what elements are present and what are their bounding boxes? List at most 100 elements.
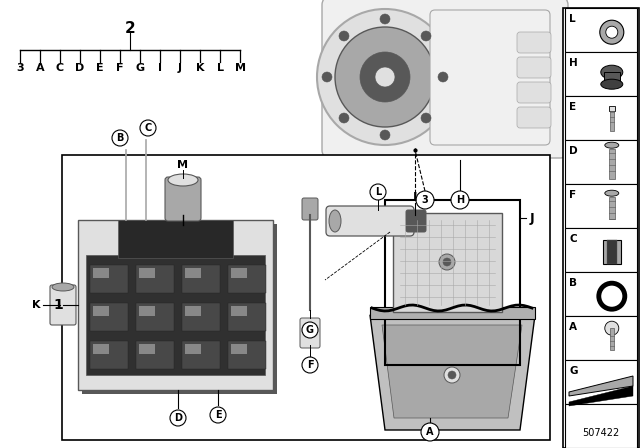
Text: 3: 3 [422, 195, 428, 205]
Bar [565, 316, 637, 360]
Circle shape [210, 407, 226, 423]
Polygon shape [569, 376, 633, 396]
Text: 1: 1 [53, 298, 63, 312]
Bar [231, 268, 247, 278]
Text: 507422: 507422 [582, 428, 620, 438]
Bar [565, 96, 637, 140]
Circle shape [302, 357, 318, 373]
Text: C: C [569, 234, 577, 244]
Text: E: E [569, 102, 576, 112]
Bar [610, 111, 614, 131]
Bar [565, 228, 637, 272]
Circle shape [444, 367, 460, 383]
Bar [86, 255, 265, 375]
Bar [565, 360, 637, 404]
Polygon shape [569, 386, 633, 406]
Circle shape [380, 130, 390, 140]
Text: F: F [116, 63, 124, 73]
Text: A: A [36, 63, 44, 73]
Ellipse shape [605, 142, 619, 148]
Text: F: F [307, 360, 314, 370]
Bar [90, 265, 128, 293]
Circle shape [335, 27, 435, 127]
Text: E: E [96, 63, 104, 73]
Circle shape [302, 322, 318, 338]
Text: L: L [375, 187, 381, 197]
Ellipse shape [605, 190, 619, 196]
Circle shape [322, 72, 332, 82]
Bar [62, 155, 550, 440]
Bar [93, 268, 109, 278]
Bar [139, 268, 155, 278]
Text: M: M [234, 63, 246, 73]
Text: B: B [116, 133, 124, 143]
Ellipse shape [168, 174, 198, 186]
Text: C: C [56, 63, 64, 73]
Text: I: I [413, 190, 417, 203]
Text: 2: 2 [125, 21, 136, 35]
Circle shape [360, 52, 410, 102]
FancyBboxPatch shape [302, 198, 318, 220]
Text: A: A [426, 427, 434, 437]
Bar [185, 268, 201, 278]
Bar [185, 306, 201, 316]
Text: I: I [158, 63, 162, 73]
Circle shape [421, 423, 439, 441]
Bar [228, 303, 266, 331]
Circle shape [416, 191, 434, 209]
Circle shape [140, 120, 156, 136]
Text: G: G [306, 325, 314, 335]
FancyBboxPatch shape [300, 318, 320, 348]
Bar [185, 344, 201, 354]
Bar [565, 184, 637, 228]
Ellipse shape [601, 79, 623, 89]
Circle shape [380, 14, 390, 24]
Ellipse shape [329, 210, 341, 232]
Text: 3: 3 [16, 63, 24, 73]
Bar [136, 341, 174, 369]
Circle shape [438, 72, 448, 82]
Text: C: C [145, 123, 152, 133]
Text: H: H [456, 195, 464, 205]
FancyBboxPatch shape [517, 107, 551, 128]
Bar [182, 341, 220, 369]
Circle shape [448, 371, 456, 379]
Bar [231, 344, 247, 354]
Text: D: D [76, 63, 84, 73]
Text: G: G [136, 63, 145, 73]
Bar [136, 303, 174, 331]
Bar [182, 265, 220, 293]
Bar [228, 341, 266, 369]
Bar [565, 404, 637, 448]
FancyBboxPatch shape [322, 0, 568, 158]
Bar [565, 8, 637, 52]
FancyBboxPatch shape [517, 32, 551, 53]
Text: D: D [174, 413, 182, 423]
Text: F: F [569, 190, 576, 200]
Bar [604, 72, 620, 84]
FancyBboxPatch shape [165, 177, 201, 221]
Circle shape [605, 321, 619, 335]
Text: J: J [530, 211, 534, 224]
Bar [90, 341, 128, 369]
Text: D: D [569, 146, 578, 156]
Bar [565, 272, 637, 316]
Bar [93, 306, 109, 316]
Circle shape [170, 410, 186, 426]
Text: G: G [569, 366, 577, 376]
Bar [603, 240, 621, 264]
Bar [228, 265, 266, 293]
FancyBboxPatch shape [78, 220, 273, 390]
Circle shape [339, 113, 349, 123]
Circle shape [421, 113, 431, 123]
FancyBboxPatch shape [326, 206, 414, 236]
Circle shape [443, 258, 451, 266]
Circle shape [339, 31, 349, 41]
Bar [90, 303, 128, 331]
Circle shape [451, 191, 469, 209]
Text: L: L [216, 63, 223, 73]
Bar [609, 197, 615, 219]
Text: M: M [177, 160, 189, 170]
Bar [139, 306, 155, 316]
FancyBboxPatch shape [517, 57, 551, 78]
